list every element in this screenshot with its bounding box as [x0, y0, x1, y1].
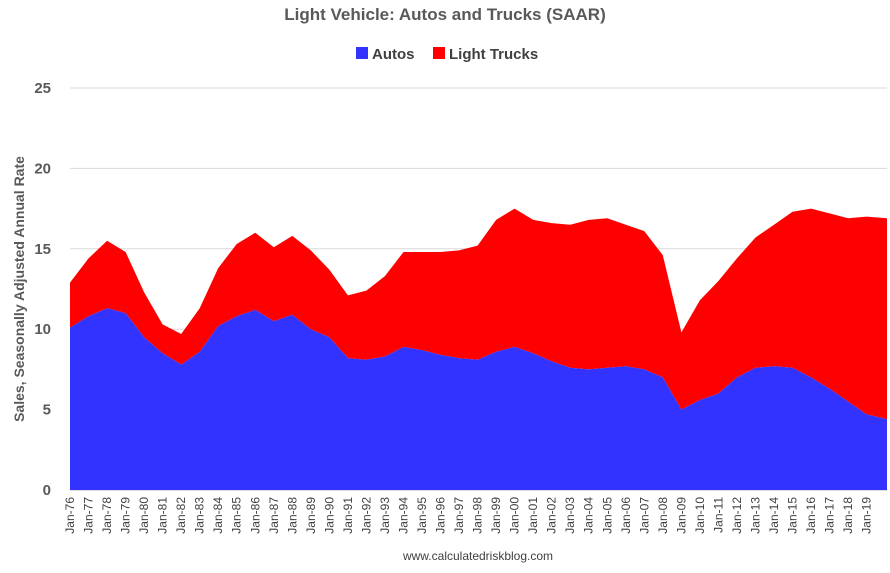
x-tick-label: Jan-85 — [230, 497, 244, 534]
x-tick-label: Jan-79 — [119, 497, 133, 534]
x-tick-label: Jan-90 — [322, 497, 336, 534]
x-tick-label: Jan-80 — [137, 497, 151, 534]
x-tick-label: Jan-17 — [823, 497, 837, 534]
x-tick-label: Jan-81 — [156, 497, 170, 534]
x-tick-label: Jan-94 — [397, 497, 411, 534]
legend-swatch-autos — [356, 47, 368, 59]
x-tick-labels: Jan-76 Jan-77 Jan-78 Jan-79 Jan-80 Jan-81 Jan-… — [63, 497, 874, 534]
x-tick-label: Jan-01 — [526, 497, 540, 534]
legend-label-autos: Autos — [372, 46, 415, 63]
x-tick-label: Jan-77 — [82, 497, 96, 534]
y-tick-label: 15 — [34, 241, 51, 258]
x-tick-label: Jan-09 — [674, 497, 688, 534]
y-tick-label: 25 — [34, 80, 51, 97]
x-tick-label: Jan-02 — [545, 497, 559, 534]
x-tick-label: Jan-04 — [582, 497, 596, 534]
x-tick-label: Jan-19 — [860, 497, 874, 534]
y-tick-label: 10 — [34, 321, 51, 338]
y-tick-label: 0 — [43, 482, 51, 499]
source-note: www.calculatedriskblog.com — [402, 549, 553, 563]
x-tick-label: Jan-78 — [100, 497, 114, 534]
x-tick-label: Jan-93 — [378, 497, 392, 534]
x-tick-label: Jan-82 — [174, 497, 188, 534]
legend-label-light-trucks: Light Trucks — [449, 46, 538, 63]
x-tick-label: Jan-98 — [471, 497, 485, 534]
x-tick-label: Jan-86 — [248, 497, 262, 534]
x-tick-label: Jan-11 — [711, 497, 725, 533]
x-tick-label: Jan-84 — [211, 497, 225, 534]
x-tick-label: Jan-15 — [786, 497, 800, 534]
x-tick-label: Jan-16 — [804, 497, 818, 534]
x-tick-label: Jan-96 — [434, 497, 448, 534]
x-tick-label: Jan-08 — [656, 497, 670, 534]
x-tick-label: Jan-13 — [749, 497, 763, 534]
x-tick-label: Jan-87 — [267, 497, 281, 534]
x-tick-label: Jan-91 — [341, 497, 355, 534]
x-tick-label: Jan-18 — [841, 497, 855, 534]
x-tick-label: Jan-76 — [63, 497, 77, 534]
legend-swatch-light-trucks — [433, 47, 445, 59]
x-tick-label: Jan-92 — [359, 497, 373, 534]
area-autos — [70, 308, 887, 490]
y-tick-label: 20 — [34, 160, 51, 177]
x-tick-label: Jan-89 — [304, 497, 318, 534]
x-tick-label: Jan-83 — [193, 497, 207, 534]
x-tick-label: Jan-88 — [285, 497, 299, 534]
y-tick-labels: 0 5 10 15 20 25 — [34, 80, 51, 499]
x-tick-label: Jan-99 — [489, 497, 503, 534]
x-tick-label: Jan-97 — [452, 497, 466, 534]
legend: Autos Light Trucks — [356, 46, 538, 63]
area-light-trucks — [70, 208, 887, 420]
x-tick-label: Jan-95 — [415, 497, 429, 534]
x-tick-label: Jan-14 — [767, 497, 781, 534]
x-tick-label: Jan-03 — [563, 497, 577, 534]
x-tick-label: Jan-05 — [600, 497, 614, 534]
x-tick-label: Jan-07 — [637, 497, 651, 534]
plot-areas — [70, 208, 887, 490]
x-tick-label: Jan-00 — [508, 497, 522, 534]
x-tick-label: Jan-06 — [619, 497, 633, 534]
x-tick-label: Jan-12 — [730, 497, 744, 534]
y-tick-label: 5 — [43, 402, 51, 419]
y-axis-label: Sales, Seasonally Adjusted Annual Rate — [11, 156, 27, 422]
x-tick-label: Jan-10 — [693, 497, 707, 534]
chart-title: Light Vehicle: Autos and Trucks (SAAR) — [284, 5, 605, 24]
